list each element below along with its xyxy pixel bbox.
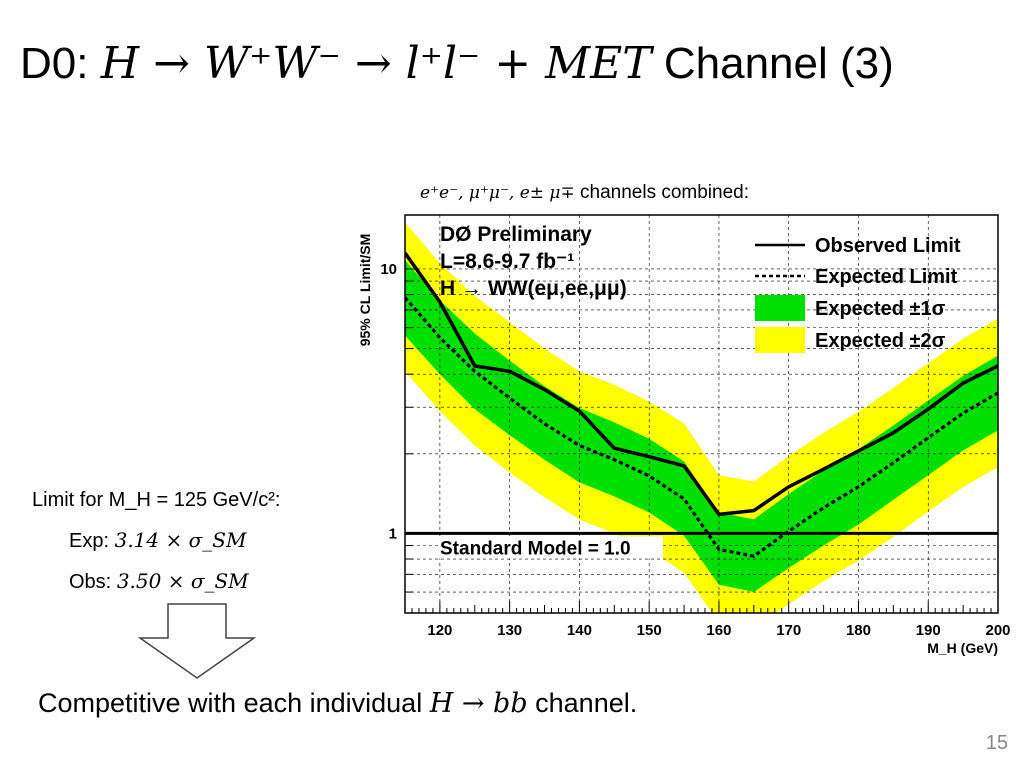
- x-tick-label: 190: [916, 622, 941, 639]
- observed-limit-row: Obs: 3.50 × σ_SM: [32, 561, 280, 602]
- x-tick-label: 160: [706, 622, 731, 639]
- conclusion-text: Competitive with each individual H → bb …: [38, 688, 637, 719]
- experiment-label: DØ Preliminary: [440, 223, 592, 246]
- x-tick-label: 130: [497, 622, 522, 639]
- title-formula: H → W⁺W⁻ → l⁺l⁻ + MET: [100, 38, 652, 89]
- expected-limit-row: Exp: 3.14 × σ_SM: [32, 520, 280, 561]
- legend-label: Expected ±1σ: [815, 298, 946, 320]
- legend-label: Expected Limit: [815, 266, 958, 288]
- expected-1sigma-band: [405, 260, 998, 593]
- x-tick-label: 170: [776, 622, 801, 639]
- page-number: 15: [985, 732, 1008, 754]
- observed-limit-line: [405, 251, 998, 517]
- plot-frame: [404, 214, 999, 614]
- caption-channels: e⁺e⁻, μ⁺μ⁻, e± μ∓: [420, 183, 575, 203]
- obs-value: 3.50 × σ_SM: [116, 569, 249, 593]
- conclusion-prefix: Competitive with each individual: [38, 688, 423, 718]
- line-layer: [405, 251, 998, 558]
- y-tick-label: 1: [389, 525, 397, 542]
- caption-text: channels combined:: [580, 182, 750, 203]
- x-axis-label: M_H (GeV): [927, 640, 998, 656]
- channel-label: H → WW(eμ,ee,μμ): [440, 277, 627, 300]
- legend: Observed Limit Expected Limit Expected ±1σ…: [755, 235, 961, 353]
- x-tick-label: 120: [427, 622, 452, 639]
- x-tick-label: 200: [985, 622, 1010, 639]
- x-tick-label: 140: [567, 622, 592, 639]
- sm-label-background: [438, 536, 663, 559]
- band-layer: [405, 222, 998, 613]
- x-tick-label: 150: [637, 622, 662, 639]
- legend-label: Observed Limit: [815, 235, 961, 257]
- exp-label: Exp:: [69, 530, 110, 552]
- limit-chart: 120 130 140 150 160 170 180 190 200 1 10 M_H (GeV) 9…: [357, 214, 1010, 656]
- conclusion-suffix: channel.: [535, 688, 638, 718]
- x-tick-label: 180: [846, 622, 871, 639]
- y-tick-label: 10: [380, 261, 397, 278]
- down-arrow-icon: [138, 603, 257, 679]
- slide-title: D0: H → W⁺W⁻ → l⁺l⁻ + MET Channel (3): [20, 38, 894, 89]
- title-prefix: D0:: [20, 39, 89, 88]
- limit-heading: Limit for M_H = 125 GeV/c²:: [32, 489, 281, 511]
- title-suffix: Channel (3): [663, 39, 894, 88]
- legend-2sigma-swatch: [755, 327, 805, 353]
- exp-value: 3.14 × σ_SM: [114, 528, 247, 552]
- conclusion-formula: H → bb: [429, 688, 528, 719]
- legend-1sigma-swatch: [755, 295, 805, 321]
- chart-caption: e⁺e⁻, μ⁺μ⁻, e± μ∓ channels combined:: [420, 182, 749, 204]
- luminosity-label: L=8.6-9.7 fb⁻¹: [440, 250, 574, 273]
- expected-limit-line: [405, 296, 998, 558]
- sm-line-label: Standard Model = 1.0: [440, 538, 631, 559]
- obs-label: Obs:: [69, 571, 112, 593]
- limit-summary: Limit for M_H = 125 GeV/c²: Exp: 3.14 × …: [32, 480, 280, 602]
- y-axis-label: 95% CL Limit/SM: [357, 234, 373, 347]
- axes-layer: 120 130 140 150 160 170 180 190 200 1 10 M_H (GeV) 9…: [357, 214, 1010, 656]
- chart-labels: DØ Preliminary L=8.6-9.7 fb⁻¹ H → WW(eμ,ee…: [438, 223, 663, 559]
- legend-label: Expected ±2σ: [815, 330, 946, 352]
